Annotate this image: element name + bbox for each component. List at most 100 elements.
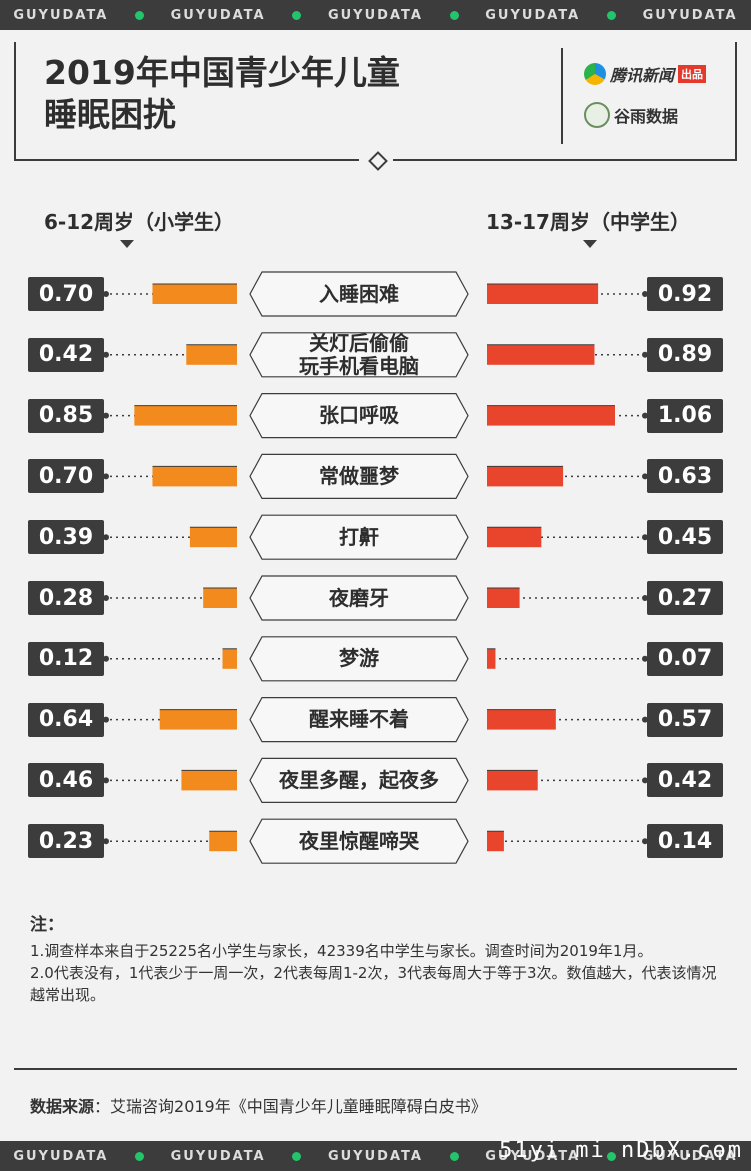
value-label-left: 0.46: [28, 763, 104, 798]
bar-right: [487, 770, 538, 791]
band-text: GUYUDATA: [327, 1148, 423, 1164]
bar-left: [186, 344, 237, 365]
frame-bottom-left: [14, 159, 359, 161]
connector-dot-left: [103, 351, 109, 358]
frame-right: [735, 42, 737, 160]
chart: 0.70 0.92 入睡困难 0.42 0.89 关灯后偷偷 玩手机看电脑 0.85 1.06…: [28, 271, 723, 864]
category-label: 梦游: [339, 646, 379, 671]
connector-dot-right: [642, 838, 648, 845]
connector-dot-left: [103, 412, 109, 419]
category-label: 打鼾: [339, 524, 379, 549]
category-frame: [249, 271, 469, 317]
notes-title: 注：: [30, 915, 64, 935]
band-text: GUYUDATA: [170, 1148, 266, 1164]
connector-dot-left: [103, 655, 109, 662]
category-frame: [249, 514, 469, 560]
bar-right: [487, 831, 504, 852]
connector-dot-left: [103, 534, 109, 541]
source-divider: [14, 1068, 737, 1070]
tencent-chip: 出品: [678, 65, 707, 83]
source-text: ：艾瑞咨询2019年《中国青少年儿童睡眠障碍白皮书》: [94, 1097, 487, 1116]
category-label: 张口呼吸: [319, 403, 399, 428]
connector-dot-right: [642, 595, 648, 601]
category-label: 入睡困难: [319, 281, 399, 306]
category-frame: [249, 393, 469, 439]
connector-dot-right: [642, 351, 648, 358]
value-label-left: 0.42: [28, 337, 104, 372]
band-text: GUYUDATA: [13, 7, 109, 23]
value-label-right: 0.63: [647, 459, 723, 494]
value-label-right: 0.92: [647, 277, 723, 311]
category-frame: [249, 757, 469, 804]
notes: 注： 1.调查样本来自于25225名小学生与家长，42339名中学生与家长。调查…: [30, 914, 720, 1006]
bar-left: [159, 709, 237, 730]
tencent-name: 腾讯新闻: [610, 66, 675, 85]
value-label-right: 1.06: [647, 398, 723, 433]
green-dot-icon: [292, 10, 302, 20]
right-column-header: 13-17周岁（中学生）: [486, 210, 690, 234]
bottom-band: GUYUDATA GUYUDATA GUYUDATA GUYUDATA GUYUDATA: [0, 1141, 751, 1171]
connector-dot-right: [642, 291, 648, 297]
note-item-2: 2.0代表没有，1代表少于一周一次，2代表每周1-2次，3代表每周大于等于3次。…: [30, 964, 717, 1004]
band-text: GUYUDATA: [485, 1148, 581, 1164]
page-title: 2019年中国青少年儿童 睡眠困扰: [44, 52, 400, 136]
bar-right: [487, 405, 615, 426]
tencent-logo-icon: [584, 63, 606, 85]
connector-dot-left: [103, 473, 109, 480]
bar-left: [189, 527, 237, 548]
green-dot-icon: [606, 10, 616, 20]
green-dot-icon: [606, 1151, 616, 1161]
frame-left: [14, 42, 16, 160]
title-line-1: 2019年中国青少年儿童: [44, 53, 400, 92]
bar-right: [487, 466, 564, 487]
value-label-right: 0.42: [647, 763, 723, 798]
category-frame: [249, 818, 469, 864]
value-label-right: 0.45: [647, 520, 723, 555]
chart-svg: [103, 271, 648, 864]
category-label: 常做噩梦: [319, 463, 399, 488]
note-item-1: 1.调查样本来自于25225名小学生与家长，42339名中学生与家长。调查时间为…: [30, 942, 653, 960]
bar-left: [181, 770, 237, 791]
guyu-name: 谷雨数据: [614, 107, 679, 126]
bar-right: [487, 284, 599, 304]
value-label-left: 0.28: [28, 581, 104, 615]
tencent-brand: 腾讯新闻 出品: [584, 62, 744, 86]
green-dot-icon: [292, 1151, 302, 1161]
bar-left: [152, 466, 237, 487]
category-label: 夜里多醒，起夜多: [279, 767, 439, 792]
category-label: 关灯后偷偷 玩手机看电脑: [299, 330, 419, 378]
category-label: 夜磨牙: [329, 585, 389, 610]
category-frame: [249, 453, 469, 499]
connector-dot-right: [642, 473, 648, 480]
bar-right: [487, 709, 556, 730]
band-text: GUYUDATA: [170, 7, 266, 23]
band-text: GUYUDATA: [327, 7, 423, 23]
connector-dot-right: [642, 412, 648, 419]
green-dot-icon: [134, 10, 144, 20]
category-frame: [249, 696, 469, 743]
bar-right: [487, 648, 496, 669]
green-dot-icon: [449, 1151, 459, 1161]
bar-right: [487, 344, 595, 365]
value-label-left: 0.23: [28, 824, 104, 859]
connector-dot-left: [103, 595, 109, 601]
value-label-left: 0.39: [28, 520, 104, 555]
category-label: 醒来睡不着: [309, 707, 409, 732]
top-band: GUYUDATA GUYUDATA GUYUDATA GUYUDATA GUYUDATA: [0, 0, 751, 30]
value-label-right: 0.57: [647, 702, 723, 737]
connector-dot-left: [103, 291, 109, 297]
bar-left: [209, 831, 237, 852]
category-label: 夜里惊醒啼哭: [299, 828, 419, 853]
connector-dot-left: [103, 716, 109, 723]
left-column-header: 6-12周岁（小学生）: [44, 210, 235, 234]
category-frame: [249, 332, 469, 378]
frame-divider: [561, 48, 563, 144]
connector-dot-right: [642, 777, 648, 784]
bar-left: [222, 648, 237, 669]
connector-dot-right: [642, 534, 648, 541]
source-label: 数据来源: [30, 1097, 95, 1116]
value-label-right: 0.07: [647, 641, 723, 676]
data-source: 数据来源：艾瑞咨询2019年《中国青少年儿童睡眠障碍白皮书》: [30, 1093, 487, 1117]
value-label-left: 0.85: [28, 398, 104, 433]
right-header-arrow-icon: [583, 240, 597, 248]
